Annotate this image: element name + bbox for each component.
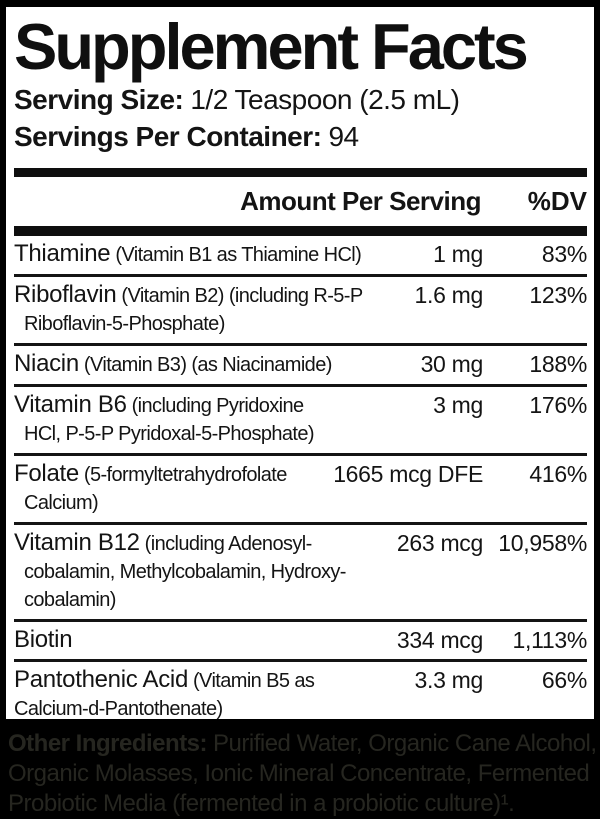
- nutrient-main-name: Vitamin B12: [14, 528, 140, 556]
- percent-dv-header: %DV: [527, 185, 587, 216]
- nutrient-detail-continuation: cobalamin): [24, 588, 116, 611]
- servings-per-container-value: 94: [328, 121, 359, 153]
- divider-bar-header: [14, 225, 587, 236]
- nutrient-name: Biotin: [14, 626, 389, 654]
- page-title: Supplement Facts: [14, 10, 529, 83]
- table-row: Folate (5-formyltetrahydrofolate Calcium)…: [14, 452, 587, 522]
- nutrient-main-name: Folate: [14, 459, 79, 487]
- nutrient-detail-continuation: Calcium-d-Pantothenate): [14, 697, 223, 719]
- daily-value: 66%: [541, 666, 587, 693]
- amount-per-serving: 334 mcg: [396, 626, 483, 653]
- amount-per-serving: 263 mcg: [396, 529, 483, 556]
- nutrient-main-name: Riboflavin: [14, 280, 117, 308]
- amount-per-serving: 3 mg: [433, 391, 483, 418]
- table-row: Riboflavin (Vitamin B2) (including R-5-P …: [14, 273, 587, 343]
- nutrient-name: Vitamin B12 (including Adenosyl- cobalami…: [14, 529, 389, 614]
- nutrient-main-name: Pantothenic Acid: [14, 665, 188, 693]
- nutrient-detail: (5-formyltetrahydrofolate: [83, 463, 287, 486]
- nutrient-detail-continuation: Calcium): [24, 491, 99, 514]
- other-ingredients-line: Other Ingredients: Purified Water, Organi…: [8, 729, 597, 759]
- amount-per-serving: 3.3 mg: [414, 666, 483, 693]
- daily-value: 83%: [541, 240, 587, 267]
- other-ingredients-text: Purified Water, Organic Cane Alcohol,: [213, 730, 597, 757]
- other-ingredients-label: Other Ingredients:: [8, 730, 208, 757]
- daily-value: 123%: [529, 281, 587, 308]
- amount-per-serving: 1665 mcg DFE: [333, 460, 483, 487]
- nutrient-detail-continuation: cobalamin, Methylcobalamin, Hydroxy-: [24, 560, 346, 583]
- table-header: Amount Per Serving %DV: [14, 177, 587, 226]
- table-row: Niacin (Vitamin B3) (as Niacinamide) 30 m…: [14, 342, 587, 384]
- supplement-facts-panel: Supplement Facts Serving Size: 1/2 Teaspo…: [6, 7, 594, 719]
- nutrient-name: Vitamin B6 (including Pyridoxine HCl, P-5…: [14, 391, 425, 448]
- amount-per-serving: 1 mg: [433, 240, 483, 267]
- nutrient-detail-continuation: HCl, P-5-P Pyridoxal-5-Phosphate): [24, 422, 315, 445]
- divider-bar-top: [14, 167, 587, 177]
- nutrient-detail: (Vitamin B3) (as Niacinamide): [83, 353, 332, 376]
- table-row: Thiamine (Vitamin B1 as Thiamine HCl) 1 m…: [14, 236, 587, 274]
- nutrient-name: Riboflavin (Vitamin B2) (including R-5-P …: [14, 281, 406, 338]
- servings-per-container-line: Servings Per Container: 94: [14, 120, 587, 154]
- table-row: Vitamin B6 (including Pyridoxine HCl, P-5…: [14, 383, 587, 453]
- nutrient-main-name: Biotin: [14, 625, 73, 653]
- table-row: Pantothenic Acid (Vitamin B5 as Calcium-d…: [14, 658, 587, 719]
- serving-size-line: Serving Size: 1/2 Teaspoon (2.5 mL): [14, 83, 587, 117]
- nutrient-name: Niacin (Vitamin B3) (as Niacinamide): [14, 350, 413, 379]
- servings-per-container-label: Servings Per Container:: [14, 121, 322, 153]
- serving-size-label: Serving Size:: [14, 83, 184, 115]
- nutrient-name: Thiamine (Vitamin B1 as Thiamine HCl): [14, 240, 425, 269]
- amount-per-serving: 1.6 mg: [414, 281, 483, 308]
- other-ingredients-line: Probiotic Media (fermented in a probioti…: [8, 790, 515, 817]
- daily-value: 416%: [529, 460, 587, 487]
- nutrient-detail-continuation: Riboflavin-5-Phosphate): [24, 312, 225, 335]
- nutrient-name: Pantothenic Acid (Vitamin B5 as Calcium-d…: [14, 666, 406, 719]
- daily-value: 176%: [529, 391, 587, 418]
- amount-per-serving: 30 mg: [420, 350, 484, 377]
- nutrient-detail: (Vitamin B1 as Thiamine HCl): [115, 243, 362, 266]
- nutrient-name: Folate (5-formyltetrahydrofolate Calcium): [14, 460, 325, 517]
- daily-value: 10,958%: [498, 529, 587, 556]
- other-ingredients-section: Other Ingredients: Purified Water, Organi…: [6, 719, 597, 819]
- nutrient-main-name: Thiamine: [14, 239, 111, 267]
- nutrient-detail: (Vitamin B5 as: [193, 669, 315, 692]
- table-row: Biotin 334 mcg 1,113%: [14, 618, 588, 659]
- amount-per-serving-header: Amount Per Serving: [240, 185, 481, 216]
- nutrient-detail: (including Pyridoxine: [131, 394, 305, 417]
- other-ingredients-line: Organic Molasses, Ionic Mineral Concentr…: [8, 760, 590, 787]
- nutrient-detail: (including Adenosyl-: [144, 532, 313, 555]
- table-row: Vitamin B12 (including Adenosyl- cobalami…: [14, 521, 587, 619]
- serving-size-value: 1/2 Teaspoon (2.5 mL): [190, 83, 460, 115]
- nutrient-main-name: Vitamin B6: [14, 390, 127, 418]
- daily-value: 188%: [529, 350, 587, 377]
- daily-value: 1,113%: [512, 626, 588, 653]
- nutrient-main-name: Niacin: [14, 349, 79, 377]
- nutrient-detail: (Vitamin B2) (including R-5-P: [121, 284, 363, 307]
